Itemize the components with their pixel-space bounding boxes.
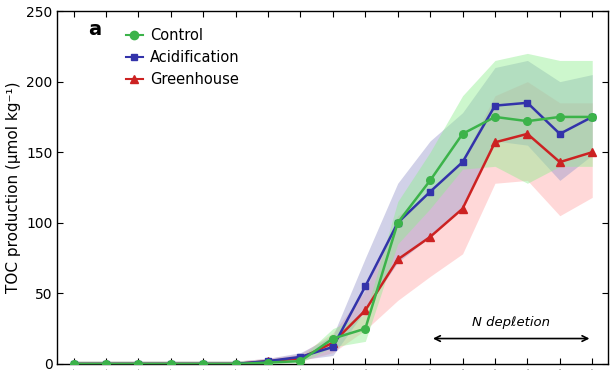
Greenhouse: [134, 362, 142, 366]
Acidification: [70, 362, 77, 366]
Greenhouse: [232, 362, 239, 366]
Greenhouse: [362, 308, 369, 313]
Greenhouse: [167, 362, 174, 366]
Greenhouse: [491, 140, 499, 145]
Greenhouse: [524, 132, 531, 136]
Greenhouse: [427, 235, 434, 239]
Acidification: [362, 284, 369, 288]
Acidification: [103, 362, 110, 366]
Acidification: [556, 132, 564, 136]
Greenhouse: [70, 362, 77, 366]
Acidification: [427, 189, 434, 194]
Greenhouse: [265, 359, 272, 363]
Line: Acidification: Acidification: [70, 99, 596, 367]
Control: [200, 362, 207, 366]
Acidification: [394, 220, 402, 225]
Acidification: [491, 103, 499, 108]
Control: [491, 115, 499, 119]
Acidification: [167, 362, 174, 366]
Greenhouse: [459, 206, 466, 211]
Y-axis label: TOC production (μmol kg⁻¹): TOC production (μmol kg⁻¹): [6, 82, 20, 293]
Control: [459, 132, 466, 136]
Control: [524, 119, 531, 124]
Control: [297, 359, 304, 363]
Acidification: [329, 345, 336, 349]
Control: [329, 336, 336, 341]
Control: [134, 362, 142, 366]
Acidification: [589, 115, 596, 119]
Control: [427, 178, 434, 183]
Greenhouse: [297, 356, 304, 361]
Acidification: [459, 160, 466, 164]
Control: [103, 362, 110, 366]
Acidification: [265, 359, 272, 363]
Line: Greenhouse: Greenhouse: [69, 130, 596, 368]
Acidification: [297, 355, 304, 359]
Control: [362, 326, 369, 331]
Control: [167, 362, 174, 366]
Legend: Control, Acidification, Greenhouse: Control, Acidification, Greenhouse: [120, 22, 246, 93]
Acidification: [200, 362, 207, 366]
Control: [232, 362, 239, 366]
Control: [70, 362, 77, 366]
Text: N depℓetion: N depℓetion: [472, 316, 550, 328]
Acidification: [134, 362, 142, 366]
Control: [556, 115, 564, 119]
Greenhouse: [200, 362, 207, 366]
Control: [589, 115, 596, 119]
Greenhouse: [556, 160, 564, 164]
Control: [265, 360, 272, 365]
Greenhouse: [394, 257, 402, 262]
Acidification: [524, 101, 531, 105]
Line: Control: Control: [70, 113, 596, 368]
Acidification: [232, 362, 239, 366]
Greenhouse: [329, 341, 336, 345]
Control: [394, 220, 402, 225]
Greenhouse: [589, 150, 596, 155]
Text: a: a: [88, 20, 101, 39]
Greenhouse: [103, 362, 110, 366]
